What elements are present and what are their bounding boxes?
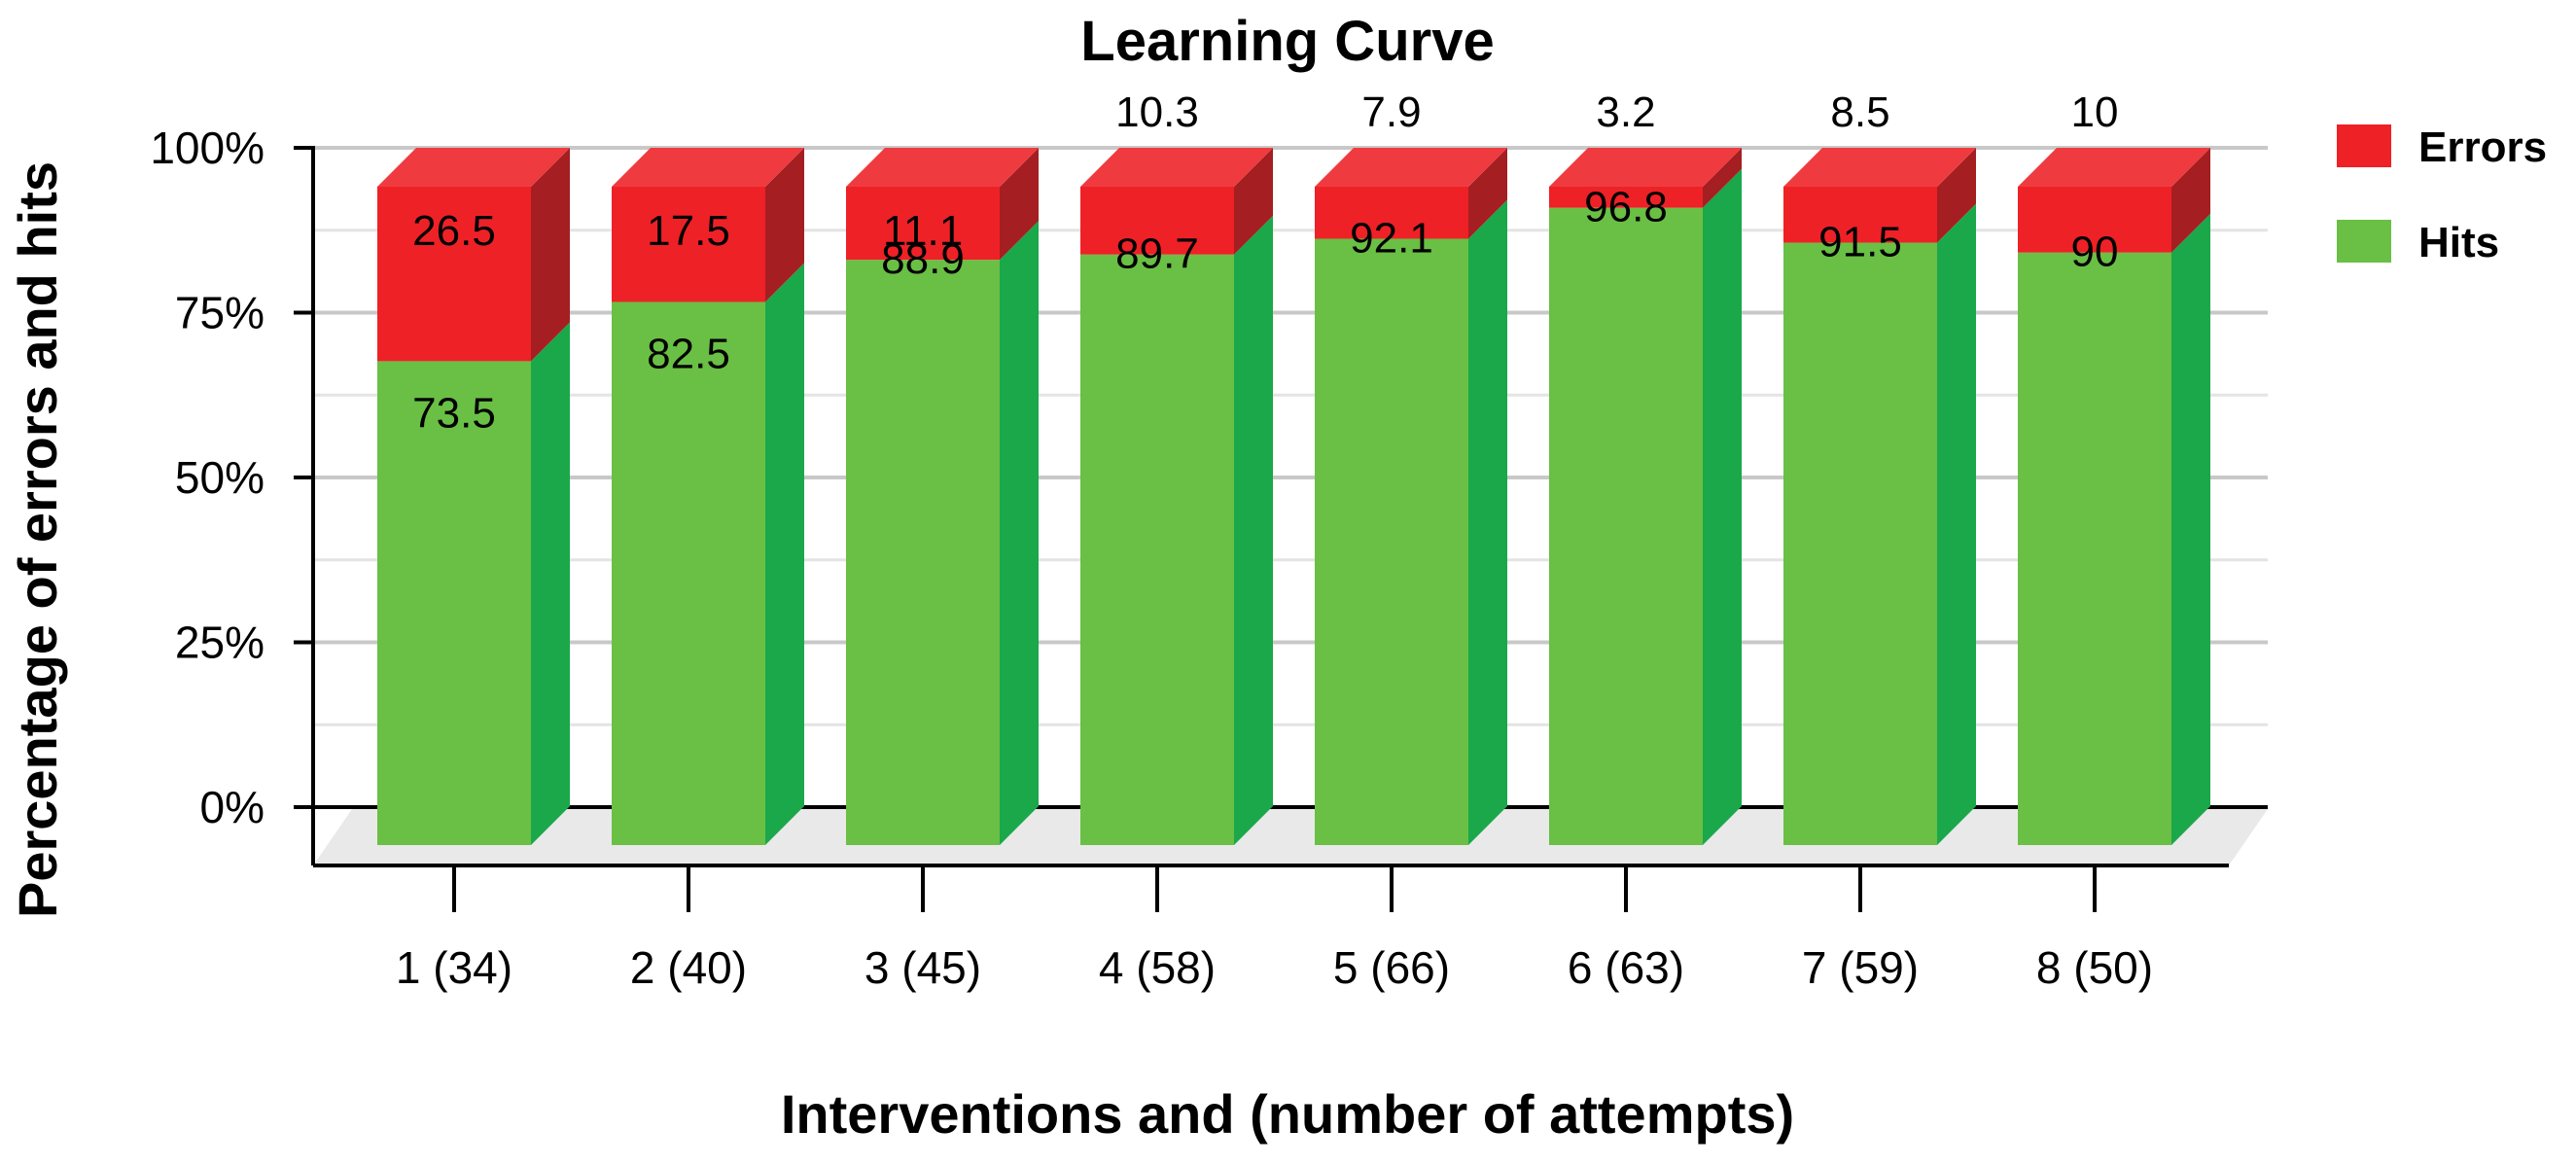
errors-bar-front (1783, 187, 1937, 243)
hits-bar-front (1549, 207, 1703, 845)
errors-bar-side (2171, 148, 2210, 253)
legend-hits-swatch (2337, 220, 2391, 263)
errors-bar-top (1315, 148, 1507, 187)
legend-hits-label: Hits (2418, 219, 2499, 266)
errors-bar-top (1549, 148, 1742, 187)
hits-value-label: 91.5 (1818, 219, 1902, 266)
errors-bar-side (765, 148, 804, 302)
x-tick-label: 6 (63) (1568, 942, 1684, 993)
errors-bar-front (612, 187, 765, 302)
hits-value-label: 96.8 (1584, 184, 1668, 231)
hits-bar-side (1937, 203, 1976, 846)
legend-errors-label: Errors (2418, 124, 2547, 171)
x-tick-label: 3 (45) (865, 942, 981, 993)
hits-bar-side (531, 322, 570, 845)
errors-bar-front (2018, 187, 2171, 253)
hits-bar-front (1783, 242, 1937, 846)
hits-bar-front (846, 260, 1000, 846)
hits-bar-side (765, 263, 804, 846)
errors-bar-side (1937, 148, 1976, 243)
y-tick-label: 75% (175, 288, 265, 338)
hits-bar-side (1234, 215, 1273, 845)
hits-value-label: 82.5 (647, 330, 730, 377)
hits-value-label: 92.1 (1350, 214, 1433, 262)
legend-errors-swatch (2337, 124, 2391, 167)
errors-bar-front (846, 187, 1000, 261)
y-tick-label: 25% (175, 618, 265, 668)
hits-value-label: 89.7 (1115, 230, 1199, 278)
y-tick-label: 100% (150, 123, 265, 173)
errors-bar-front (1315, 187, 1468, 239)
errors-bar-side (1703, 148, 1742, 208)
errors-value-label: 10 (2071, 88, 2119, 136)
errors-value-label: 10.3 (1115, 88, 1199, 136)
x-axis-title: Interventions and (number of attempts) (781, 1083, 1794, 1145)
x-tick-label: 1 (34) (396, 942, 512, 993)
hits-value-label: 73.5 (412, 389, 496, 437)
errors-bar-front (377, 187, 531, 362)
errors-bar-top (846, 148, 1039, 187)
errors-value-label: 3.2 (1596, 88, 1655, 136)
x-tick-label: 7 (59) (1802, 942, 1919, 993)
errors-bar-side (1000, 148, 1039, 261)
hits-bar-side (1703, 168, 1742, 845)
chart-title: Learning Curve (1080, 10, 1494, 73)
data-labels: 73.5 26.5 82.5 17.5 88.911.1 89.7 10.3 92.1 7.9 9… (412, 88, 2118, 437)
hits-bar-front (612, 301, 765, 846)
hits-bar-side (1000, 221, 1039, 846)
hits-bar-side (1468, 199, 1507, 845)
hits-bar-front (1315, 238, 1468, 845)
errors-value-label: 7.9 (1361, 88, 1421, 136)
errors-bar-top (2018, 148, 2210, 187)
hits-bar-side (2171, 213, 2210, 845)
errors-value-label: 11.1 (883, 207, 963, 255)
errors-value-label: 8.5 (1830, 88, 1889, 136)
errors-bar-front (1080, 187, 1234, 255)
y-tick-label: 50% (175, 452, 265, 503)
hits-value-label: 90 (2071, 229, 2119, 276)
errors-bar-side (1468, 148, 1507, 239)
chart-floor (313, 809, 2268, 865)
hits-bar-front (1080, 254, 1234, 846)
bars (377, 148, 2210, 846)
errors-bar-top (377, 148, 570, 187)
x-tick-label: 2 (40) (630, 942, 747, 993)
errors-bar-side (531, 148, 570, 362)
errors-bar-top (1783, 148, 1976, 187)
errors-bar-top (612, 148, 804, 187)
x-tick-label: 5 (66) (1333, 942, 1450, 993)
errors-value-label: 17.5 (647, 207, 730, 255)
x-tick-label: 8 (50) (2036, 942, 2153, 993)
errors-bar-top (1080, 148, 1273, 187)
legend: Errors Hits (2337, 124, 2547, 266)
errors-value-label: 26.5 (412, 207, 496, 255)
axes: 0% 25% 50% 75% 100% 1 (34) 2 (40) 3 (45) 4 (58) 5… (150, 123, 2229, 993)
errors-bar-side (1234, 148, 1273, 255)
hits-value-label: 88.9 (881, 235, 965, 283)
x-tick-label: 4 (58) (1099, 942, 1216, 993)
hits-bar-front (2018, 252, 2171, 845)
hits-bar-front (377, 361, 531, 845)
errors-bar-front (1549, 187, 1703, 208)
y-tick-label: 0% (200, 782, 265, 832)
chart-floor-plane (313, 809, 2268, 865)
y-axis-title: Percentage of errors and hits (7, 161, 68, 918)
